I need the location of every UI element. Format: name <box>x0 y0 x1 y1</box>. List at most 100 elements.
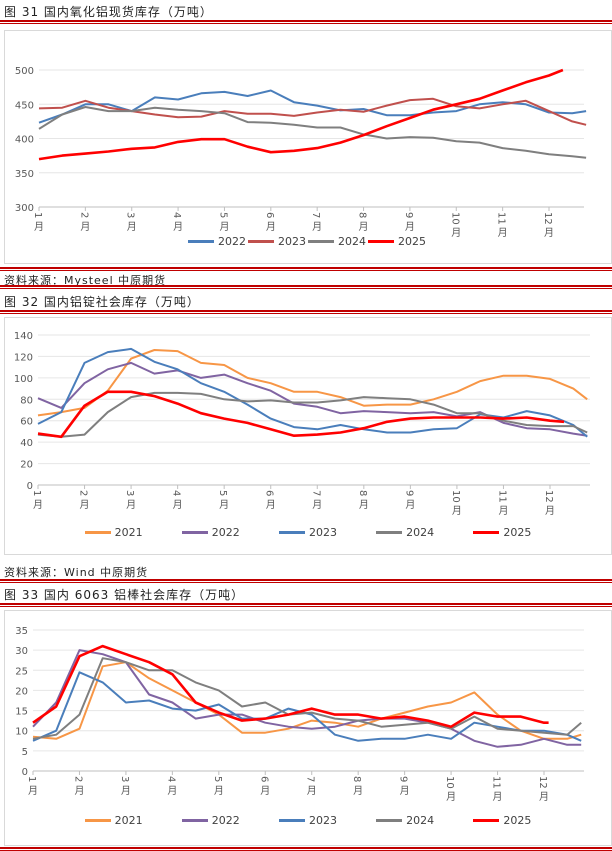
x-tick-label: 5 <box>212 776 223 782</box>
legend-item-2023: 2023 <box>278 526 337 539</box>
x-tick-label-unit: 月 <box>539 791 549 803</box>
x-tick-label-unit: 月 <box>446 791 456 803</box>
x-tick-label-unit: 月 <box>493 791 503 803</box>
legend-swatch <box>278 531 305 534</box>
y-tick-label: 350 <box>15 169 34 180</box>
x-tick-label: 8 <box>357 212 368 218</box>
legend-swatch <box>376 531 403 534</box>
legend-item-2023: 2023 <box>278 814 337 827</box>
divider <box>0 285 612 289</box>
y-tick-label: 0 <box>22 767 28 778</box>
legend-swatch <box>248 240 274 243</box>
legend-swatch <box>473 531 500 534</box>
x-tick-label: 6 <box>264 490 275 496</box>
x-tick-label-unit: 月 <box>219 499 229 511</box>
legend-label: 2022 <box>211 814 240 827</box>
x-tick-label: 12 <box>542 212 553 225</box>
legend-swatch <box>84 819 111 822</box>
x-tick-label-unit: 月 <box>405 221 415 233</box>
x-tick-label: 3 <box>125 212 136 218</box>
chart-title: 图 32 国内铝锭社会库存（万吨） <box>4 295 200 309</box>
series-line-2021 <box>37 349 588 417</box>
x-tick-label: 2 <box>78 490 89 496</box>
legend-item-2024: 2024 <box>376 526 434 539</box>
legend-item-2021: 2021 <box>84 526 143 539</box>
chart-svg: 300 350 400 450 500 1 月 2 月 3 月 4 月 5 月 6 月 7 月 8 月 9 月 10 月 11 月 1… <box>15 66 587 239</box>
y-tick-label: 120 <box>14 352 33 363</box>
y-tick-label: 60 <box>20 417 33 428</box>
x-tick-label: 6 <box>264 212 275 218</box>
series-line-2025 <box>37 390 565 439</box>
x-tick-label-unit: 月 <box>167 785 177 797</box>
y-tick-label: 5 <box>22 747 28 758</box>
chart-source: 资料来源：Mysteel 中原期货 <box>4 274 167 287</box>
legend-label: 2021 <box>114 526 143 539</box>
legend-swatch <box>368 240 394 243</box>
x-tick-label-unit: 月 <box>307 785 317 797</box>
x-tick-label-unit: 月 <box>34 221 44 233</box>
x-tick-label: 4 <box>171 490 182 496</box>
x-tick-label: 10 <box>444 776 455 789</box>
x-tick-label-unit: 月 <box>126 499 136 511</box>
x-tick-label-unit: 月 <box>127 221 137 233</box>
x-tick-label: 9 <box>403 212 414 218</box>
chart-source: 资料来源：Wind 中原期货 <box>4 566 149 579</box>
x-tick-label-unit: 月 <box>260 785 270 797</box>
legend-swatch <box>473 819 500 822</box>
x-tick-label: 12 <box>543 490 554 503</box>
x-tick-label-unit: 月 <box>544 227 554 239</box>
x-tick-label: 9 <box>403 490 414 496</box>
x-tick-label-unit: 月 <box>173 221 183 233</box>
legend-label: 2025 <box>503 814 532 827</box>
x-tick-label-unit: 月 <box>214 785 224 797</box>
x-tick-label-unit: 月 <box>33 499 43 511</box>
x-tick-label: 1 <box>31 490 42 496</box>
x-tick-label-unit: 月 <box>74 785 84 797</box>
legend-label: 2024 <box>406 814 435 827</box>
x-tick-label: 7 <box>310 490 321 496</box>
y-tick-label: 140 <box>14 331 33 342</box>
x-tick-label: 11 <box>491 776 502 789</box>
legend-label: 2024 <box>338 235 366 248</box>
x-tick-label: 1 <box>32 212 43 218</box>
x-tick-label: 10 <box>449 212 460 225</box>
legend-item-2022: 2022 <box>188 235 246 248</box>
chart-2: 0 20 40 60 80 100 120 140 1 月 2 月 3 月 4 月 5 月 6 月 7 月 8 月 9 月 10 月 1… <box>4 317 612 555</box>
legend-label: 2022 <box>218 235 246 248</box>
x-tick-label-unit: 月 <box>359 221 369 233</box>
chart-title: 图 33 国内 6063 铝棒社会库存（万吨） <box>4 588 245 602</box>
legend-item-2025: 2025 <box>473 526 531 539</box>
x-tick-label: 11 <box>496 490 507 503</box>
x-tick-label-unit: 月 <box>312 221 322 233</box>
x-tick-label-unit: 月 <box>121 785 131 797</box>
x-tick-label: 10 <box>450 490 461 503</box>
legend: 2021 2022 2023 2024 2025 <box>5 814 611 827</box>
series-line-2023 <box>32 671 582 742</box>
series-line-2025 <box>38 68 564 161</box>
legend-label: 2021 <box>114 814 143 827</box>
y-tick-label: 20 <box>20 460 33 471</box>
legend-item-2022: 2022 <box>181 814 240 827</box>
legend-item-2022: 2022 <box>181 526 240 539</box>
series-line-2022 <box>38 89 587 124</box>
legend-label: 2022 <box>211 526 240 539</box>
x-tick-label-unit: 月 <box>80 221 90 233</box>
y-tick-label: 400 <box>15 135 34 146</box>
x-tick-label: 7 <box>305 776 316 782</box>
legend-item-2025: 2025 <box>473 814 531 827</box>
y-tick-label: 80 <box>20 395 33 406</box>
x-tick-label-unit: 月 <box>80 499 90 511</box>
series-line-2024 <box>37 391 588 438</box>
series-line-2022 <box>37 361 588 437</box>
chart-1: 300 350 400 450 500 1 月 2 月 3 月 4 月 5 月 6 月 7 月 8 月 9 月 10 月 11 月 1… <box>4 30 612 264</box>
y-tick-label: 10 <box>15 727 28 738</box>
x-tick-label-unit: 月 <box>545 505 555 517</box>
y-tick-label: 35 <box>15 626 28 637</box>
x-tick-label: 3 <box>124 490 135 496</box>
x-tick-label: 12 <box>537 776 548 789</box>
series-line-2024 <box>32 657 582 740</box>
legend-label: 2023 <box>278 235 306 248</box>
x-tick-label: 6 <box>258 776 269 782</box>
x-tick-label-unit: 月 <box>173 499 183 511</box>
